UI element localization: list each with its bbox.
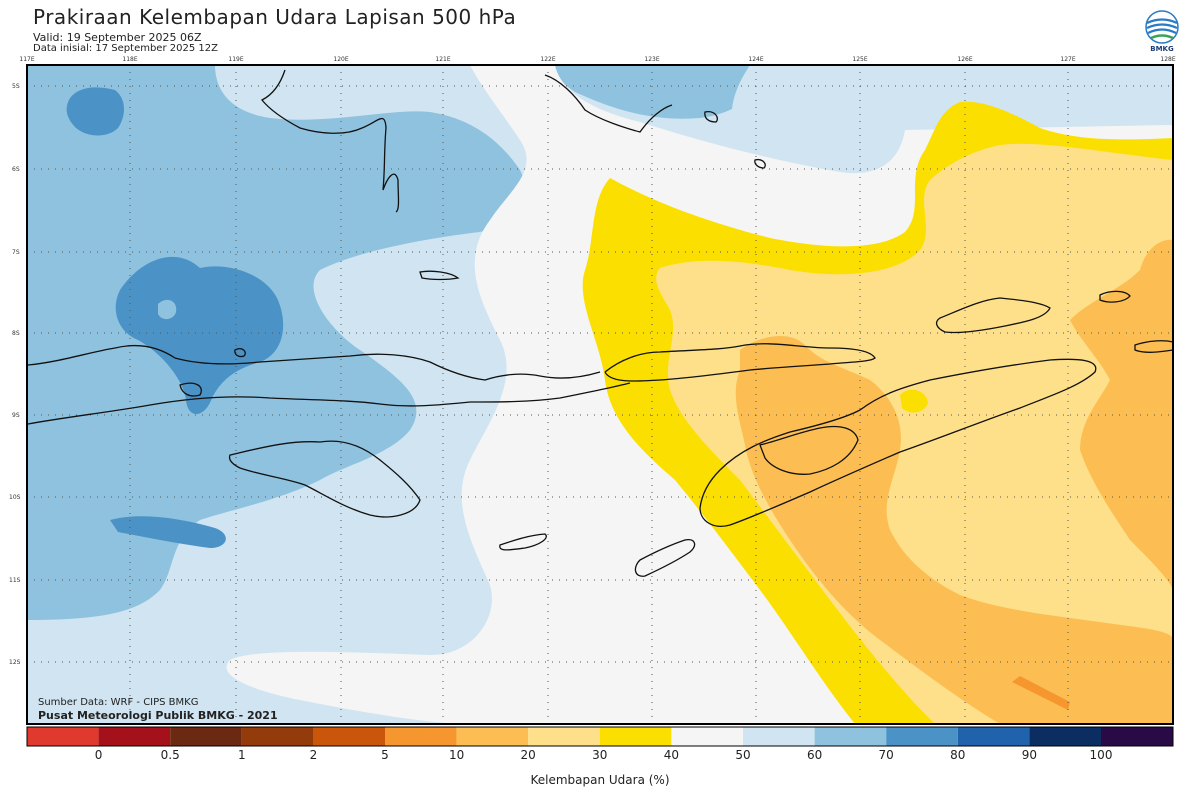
coast-small-islands (179, 111, 766, 397)
colorbar-segment (98, 727, 171, 746)
colorbar-segment (170, 727, 242, 746)
colorbar-label: 1 (237, 748, 246, 762)
field-50-60-ne (731, 65, 1173, 157)
colorbar-label: 50 (735, 748, 751, 762)
colorbar-segment (1101, 727, 1173, 746)
lon-label: 117E (19, 56, 34, 63)
colorbar-label: 0.5 (160, 748, 180, 762)
map-title: Prakiraan Kelembapan Udara Lapisan 500 h… (33, 5, 517, 29)
lon-label: 124E (748, 56, 763, 63)
colorbar-segment (886, 727, 958, 746)
coast-rote (634, 539, 696, 577)
colorbar-segment (671, 727, 743, 746)
lon-label: 118E (122, 56, 137, 63)
coast-timor-inner (759, 425, 859, 475)
colorbar-segment (27, 727, 99, 746)
field-60-70-north (555, 65, 753, 119)
coast-south-coast (27, 382, 631, 425)
colorbar (26, 726, 1174, 747)
coast-flores (604, 343, 876, 382)
colorbar-segment (528, 727, 600, 746)
colorbar-label: 0 (94, 748, 103, 762)
coast-sumbawa-lombok (27, 345, 601, 381)
field-30-40-spot (900, 389, 928, 413)
coast-alor (1099, 290, 1131, 303)
lat-label: 8S (12, 330, 20, 337)
graticule (27, 65, 1173, 724)
field-20-30 (656, 143, 1173, 724)
colorbar-label: 70 (878, 748, 894, 762)
colorbar-segment (1029, 727, 1101, 746)
colorbar-label: 40 (663, 748, 680, 762)
colorbar-segment (743, 727, 815, 746)
lon-label: 125E (852, 56, 867, 63)
lon-label: 119E (228, 56, 243, 63)
colorbar-segment (313, 727, 385, 746)
field-5-10-streak (1012, 676, 1070, 710)
colorbar-label: 60 (806, 748, 823, 762)
colorbar-label: 30 (592, 748, 608, 762)
humidity-fields (27, 65, 1173, 724)
coast-sulawesi-se (544, 74, 673, 133)
map-frame (26, 64, 1174, 725)
colorbar-segment (599, 727, 672, 746)
field-hole (158, 299, 177, 320)
coast-sulawesi (260, 69, 400, 213)
coast-timor (699, 358, 1097, 527)
colorbar-label: 20 (520, 748, 536, 762)
field-70-80-sw (110, 516, 226, 548)
lat-label: 12S (9, 659, 21, 666)
coastlines (27, 69, 1173, 577)
lat-label: 10S (9, 494, 21, 501)
lon-label: 128E (1160, 56, 1175, 63)
valid-time: Valid: 19 September 2025 06Z (33, 31, 202, 44)
lon-labels: 117E 118E 119E 120E 121E 122E 123E 124E … (19, 56, 1175, 63)
colorbar-segment (241, 727, 314, 746)
colorbar-label: 80 (950, 748, 966, 762)
logo-text: BMKG (1150, 45, 1174, 53)
colorbar-label: 10 (448, 748, 465, 762)
lat-label: 11S (9, 577, 21, 584)
field-10-20-main (735, 335, 1173, 724)
colorbar-label: 90 (1021, 748, 1038, 762)
coast-sumba (228, 440, 421, 518)
field-70-80-nw (66, 87, 124, 136)
lat-label: 7S (12, 249, 20, 256)
publisher: Pusat Meteorologi Publik BMKG - 2021 (38, 709, 278, 722)
colorbar-segment (957, 727, 1030, 746)
colorbar-label: 5 (381, 748, 389, 762)
colorbar-label: 2 (309, 748, 318, 762)
data-source: Sumber Data: WRF - CIPS BMKG (38, 697, 199, 708)
coast-right-island (1134, 340, 1173, 353)
field-70-80-flores (115, 256, 284, 415)
colorbar-label: 100 (1089, 748, 1113, 762)
lon-label: 122E (540, 56, 555, 63)
colorbar-segment (385, 727, 457, 746)
colorbar-segment (456, 727, 529, 746)
lat-label: 6S (12, 166, 20, 173)
colorbar-frame (26, 726, 1174, 747)
bmkg-logo-icon (1145, 10, 1179, 44)
field-10-20-east (1070, 239, 1173, 590)
lon-label: 126E (957, 56, 972, 63)
lat-label: 5S (12, 83, 20, 90)
colorbar-title: Kelembapan Udara (%) (530, 773, 670, 787)
coast-savu (499, 533, 547, 551)
lon-label: 127E (1060, 56, 1075, 63)
lon-label: 123E (644, 56, 659, 63)
lon-label: 121E (435, 56, 450, 63)
init-time: Data inisial: 17 September 2025 12Z (33, 43, 218, 54)
colorbar-segment (814, 727, 887, 746)
lon-label: 120E (333, 56, 348, 63)
lat-label: 9S (12, 412, 20, 419)
coast-wetar (935, 297, 1051, 334)
lat-labels: 5S 6S 7S 8S 9S 10S 11S 12S (9, 83, 21, 666)
